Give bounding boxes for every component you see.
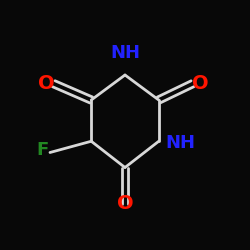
Text: O: O: [38, 74, 54, 93]
Text: O: O: [117, 194, 133, 213]
Text: F: F: [37, 141, 49, 159]
Text: NH: NH: [110, 44, 140, 62]
Text: O: O: [192, 74, 208, 93]
Text: NH: NH: [165, 134, 195, 152]
